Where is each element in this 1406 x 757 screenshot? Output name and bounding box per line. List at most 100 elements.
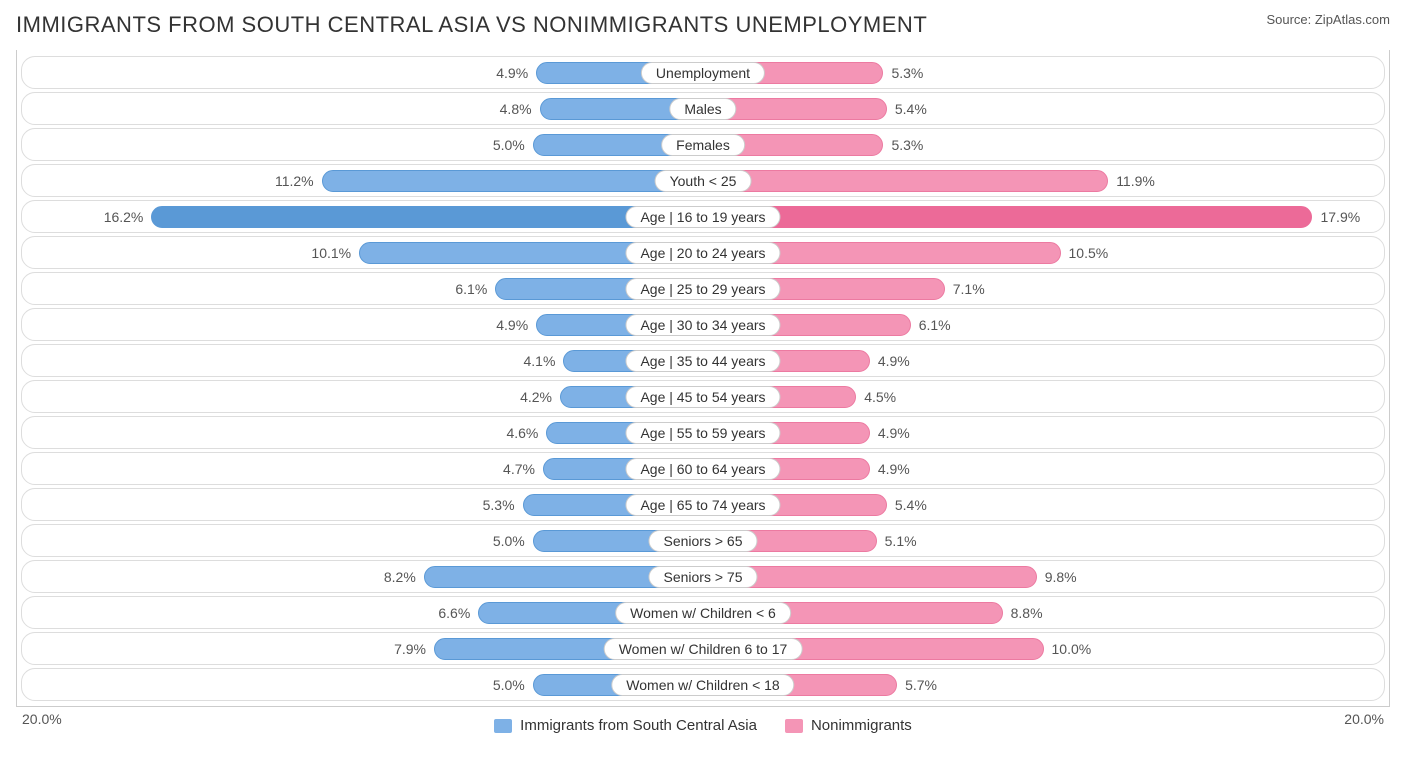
right-value-label: 5.4% bbox=[887, 497, 935, 513]
category-label: Seniors > 75 bbox=[649, 566, 758, 588]
right-value-label: 10.5% bbox=[1061, 245, 1117, 261]
right-half: 17.9% bbox=[703, 201, 1384, 232]
category-label: Youth < 25 bbox=[655, 170, 752, 192]
chart-row: 4.9% 5.3% Unemployment bbox=[21, 56, 1385, 89]
right-bar bbox=[703, 206, 1312, 228]
right-value-label: 5.4% bbox=[887, 101, 935, 117]
left-half: 5.0% bbox=[22, 525, 703, 556]
right-value-label: 4.9% bbox=[870, 425, 918, 441]
chart-row: 5.0% 5.7% Women w/ Children < 18 bbox=[21, 668, 1385, 701]
left-half: 8.2% bbox=[22, 561, 703, 592]
right-value-label: 5.3% bbox=[883, 137, 931, 153]
chart-row: 4.2% 4.5% Age | 45 to 54 years bbox=[21, 380, 1385, 413]
category-label: Unemployment bbox=[641, 62, 765, 84]
category-label: Age | 65 to 74 years bbox=[625, 494, 780, 516]
right-value-label: 10.0% bbox=[1044, 641, 1100, 657]
left-value-label: 5.0% bbox=[485, 533, 533, 549]
legend-label-right: Nonimmigrants bbox=[811, 717, 912, 734]
left-value-label: 4.2% bbox=[512, 389, 560, 405]
right-half: 5.4% bbox=[703, 489, 1384, 520]
left-value-label: 6.1% bbox=[447, 281, 495, 297]
axis-row: 20.0% Immigrants from South Central Asia… bbox=[16, 707, 1390, 734]
left-value-label: 4.9% bbox=[488, 65, 536, 81]
axis-right-max: 20.0% bbox=[1344, 711, 1384, 734]
right-half: 9.8% bbox=[703, 561, 1384, 592]
right-half: 7.1% bbox=[703, 273, 1384, 304]
chart-row: 6.1%7.1%Age | 25 to 29 years bbox=[21, 272, 1385, 305]
right-value-label: 4.5% bbox=[856, 389, 904, 405]
category-label: Women w/ Children < 6 bbox=[615, 602, 791, 624]
left-half: 5.0% bbox=[22, 129, 703, 160]
chart-title: IMMIGRANTS FROM SOUTH CENTRAL ASIA VS NO… bbox=[16, 12, 927, 38]
left-half: 4.8% bbox=[22, 93, 703, 124]
right-value-label: 4.9% bbox=[870, 353, 918, 369]
right-half: 4.5% bbox=[703, 381, 1384, 412]
right-half: 5.7% bbox=[703, 669, 1384, 700]
chart-row: 5.0% 5.1% Seniors > 65 bbox=[21, 524, 1385, 557]
left-half: 4.2% bbox=[22, 381, 703, 412]
left-half: 16.2% bbox=[22, 201, 703, 232]
category-label: Age | 45 to 54 years bbox=[625, 386, 780, 408]
right-half: 4.9% bbox=[703, 345, 1384, 376]
right-bar bbox=[703, 170, 1108, 192]
category-label: Age | 20 to 24 years bbox=[625, 242, 780, 264]
left-value-label: 4.9% bbox=[488, 317, 536, 333]
left-half: 4.9% bbox=[22, 57, 703, 88]
chart-row: 16.2% 17.9% Age | 16 to 19 years bbox=[21, 200, 1385, 233]
chart-row: 4.6% 4.9% Age | 55 to 59 years bbox=[21, 416, 1385, 449]
chart-row: 11.2% 11.9% Youth < 25 bbox=[21, 164, 1385, 197]
source-name: ZipAtlas.com bbox=[1315, 12, 1390, 27]
right-half: 5.3% bbox=[703, 129, 1384, 160]
right-half: 4.9% bbox=[703, 453, 1384, 484]
right-value-label: 8.8% bbox=[1003, 605, 1051, 621]
left-half: 11.2% bbox=[22, 165, 703, 196]
left-half: 10.1% bbox=[22, 237, 703, 268]
right-half: 10.0% bbox=[703, 633, 1384, 664]
right-value-label: 6.1% bbox=[911, 317, 959, 333]
right-value-label: 5.1% bbox=[877, 533, 925, 549]
category-label: Females bbox=[661, 134, 745, 156]
chart-row: 10.1% 10.5% Age | 20 to 24 years bbox=[21, 236, 1385, 269]
category-label: Age | 16 to 19 years bbox=[625, 206, 780, 228]
right-half: 8.8% bbox=[703, 597, 1384, 628]
diverging-bar-chart: 4.9%5.3%Unemployment4.8%5.4%Males5.0%5.3… bbox=[16, 50, 1390, 707]
axis-left-max: 20.0% bbox=[22, 711, 62, 734]
right-value-label: 9.8% bbox=[1037, 569, 1085, 585]
left-half: 6.6% bbox=[22, 597, 703, 628]
left-half: 5.0% bbox=[22, 669, 703, 700]
legend-item-left: Immigrants from South Central Asia bbox=[494, 717, 757, 734]
legend-swatch-right bbox=[785, 719, 803, 733]
right-half: 4.9% bbox=[703, 417, 1384, 448]
legend-label-left: Immigrants from South Central Asia bbox=[520, 717, 757, 734]
chart-row: 4.7% 4.9% Age | 60 to 64 years bbox=[21, 452, 1385, 485]
left-bar bbox=[322, 170, 703, 192]
right-value-label: 7.1% bbox=[945, 281, 993, 297]
category-label: Age | 55 to 59 years bbox=[625, 422, 780, 444]
left-value-label: 5.3% bbox=[475, 497, 523, 513]
category-label: Women w/ Children < 18 bbox=[611, 674, 794, 696]
chart-source: Source: ZipAtlas.com bbox=[1266, 12, 1390, 27]
left-half: 7.9% bbox=[22, 633, 703, 664]
left-half: 4.1% bbox=[22, 345, 703, 376]
chart-row: 4.9%6.1%Age | 30 to 34 years bbox=[21, 308, 1385, 341]
right-value-label: 11.9% bbox=[1108, 173, 1163, 189]
legend-swatch-left bbox=[494, 719, 512, 733]
right-value-label: 4.9% bbox=[870, 461, 918, 477]
chart-row: 5.0% 5.3% Females bbox=[21, 128, 1385, 161]
right-value-label: 17.9% bbox=[1312, 209, 1368, 225]
category-label: Age | 60 to 64 years bbox=[625, 458, 780, 480]
left-value-label: 7.9% bbox=[386, 641, 434, 657]
right-half: 11.9% bbox=[703, 165, 1384, 196]
left-value-label: 11.2% bbox=[267, 173, 322, 189]
right-half: 5.4% bbox=[703, 93, 1384, 124]
left-value-label: 4.6% bbox=[498, 425, 546, 441]
left-value-label: 16.2% bbox=[96, 209, 152, 225]
chart-row: 6.6% 8.8% Women w/ Children < 6 bbox=[21, 596, 1385, 629]
category-label: Seniors > 65 bbox=[649, 530, 758, 552]
left-value-label: 4.7% bbox=[495, 461, 543, 477]
right-value-label: 5.3% bbox=[883, 65, 931, 81]
left-half: 4.9% bbox=[22, 309, 703, 340]
legend-item-right: Nonimmigrants bbox=[785, 717, 912, 734]
right-value-label: 5.7% bbox=[897, 677, 945, 693]
left-value-label: 5.0% bbox=[485, 677, 533, 693]
